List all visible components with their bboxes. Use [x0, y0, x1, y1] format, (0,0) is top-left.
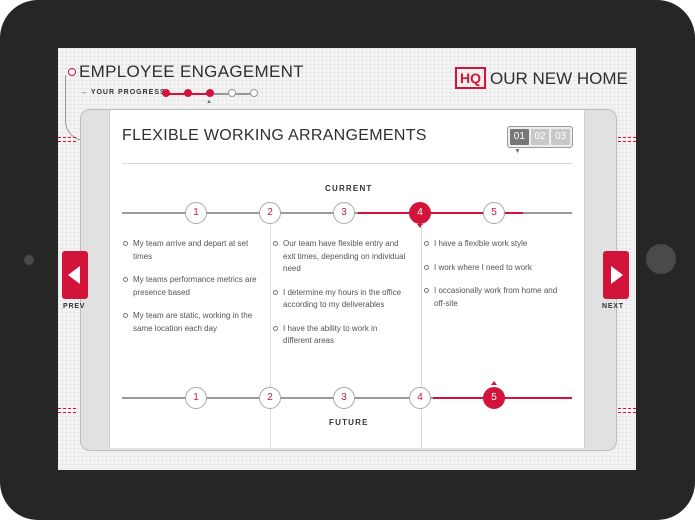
home-button[interactable]	[646, 244, 676, 274]
current-node-4[interactable]: 4	[409, 202, 431, 224]
prev-label: PREV	[63, 303, 86, 310]
list-item: My teams performance metrics are presenc…	[123, 274, 258, 299]
current-node-3[interactable]: 3	[333, 202, 355, 224]
future-node-2[interactable]: 2	[259, 387, 281, 409]
progress-step-2[interactable]	[184, 89, 192, 97]
arrow-right-icon	[611, 266, 623, 284]
progress-step-1[interactable]	[162, 89, 170, 97]
progress-step-4[interactable]	[228, 89, 236, 97]
progress-tracker	[162, 89, 264, 99]
list-item: My team are static, working in the same …	[123, 310, 258, 335]
page-tab-03[interactable]: 03	[551, 129, 571, 145]
left-rail-decoration	[58, 137, 76, 142]
current-node-5[interactable]: 5	[483, 202, 505, 224]
current-node-2[interactable]: 2	[259, 202, 281, 224]
panel-title: FLEXIBLE WORKING ARRANGEMENTS	[122, 127, 427, 144]
column-3: I have a flexible work style I work wher…	[424, 238, 559, 321]
active-page-caret-icon: ▼	[514, 148, 521, 155]
current-node-1[interactable]: 1	[185, 202, 207, 224]
list-item: I have a flexible work style	[424, 238, 559, 251]
future-node-1[interactable]: 1	[185, 387, 207, 409]
next-button[interactable]	[603, 251, 629, 299]
list-item: I have the ability to work in different …	[273, 323, 408, 348]
list-item: I determine my hours in the office accor…	[273, 287, 408, 312]
title-divider	[122, 163, 572, 164]
column-1: My team arrive and depart at set times M…	[123, 238, 258, 346]
camera	[24, 255, 34, 265]
current-selected-caret-icon	[417, 224, 423, 228]
progress-label: → YOUR PROGRESS	[80, 89, 166, 96]
future-node-5[interactable]: 5	[483, 387, 505, 409]
right-rail-decoration	[618, 137, 636, 142]
future-node-3[interactable]: 3	[333, 387, 355, 409]
current-label: CURRENT	[325, 184, 373, 193]
future-node-4[interactable]: 4	[409, 387, 431, 409]
column-2: Our team have flexible entry and exit ti…	[273, 238, 408, 359]
column-divider-1	[270, 225, 271, 448]
future-label: FUTURE	[329, 418, 369, 427]
progress-current-caret-icon: ▲	[206, 99, 212, 105]
content-panel: FLEXIBLE WORKING ARRANGEMENTS 01 02 03 ▼…	[109, 110, 585, 448]
prev-button[interactable]	[62, 251, 88, 299]
brand-name: OUR NEW HOME	[490, 69, 628, 88]
right-rail-decoration-lower	[618, 408, 636, 413]
arrow-left-icon	[68, 266, 80, 284]
page-tabs: 01 02 03	[507, 126, 573, 148]
progress-step-3[interactable]	[206, 89, 214, 97]
progress-step-5[interactable]	[250, 89, 258, 97]
left-rail-decoration-lower	[58, 408, 76, 413]
future-selected-caret-icon	[491, 381, 497, 385]
hq-logo-mark: HQ	[455, 67, 486, 89]
list-item: Our team have flexible entry and exit ti…	[273, 238, 408, 276]
list-item: I work where I need to work	[424, 262, 559, 275]
column-divider-2	[421, 225, 422, 448]
current-scale-highlight	[358, 212, 523, 214]
list-item: My team arrive and depart at set times	[123, 238, 258, 263]
page-tab-02[interactable]: 02	[530, 129, 550, 145]
next-label: NEXT	[602, 303, 624, 310]
app-screen: EMPLOYEE ENGAGEMENT → YOUR PROGRESS ▲ HQ…	[58, 48, 636, 470]
page-tab-01[interactable]: 01	[510, 129, 529, 145]
app-title: EMPLOYEE ENGAGEMENT	[79, 62, 304, 81]
list-item: I occasionally work from home and off-si…	[424, 285, 559, 310]
